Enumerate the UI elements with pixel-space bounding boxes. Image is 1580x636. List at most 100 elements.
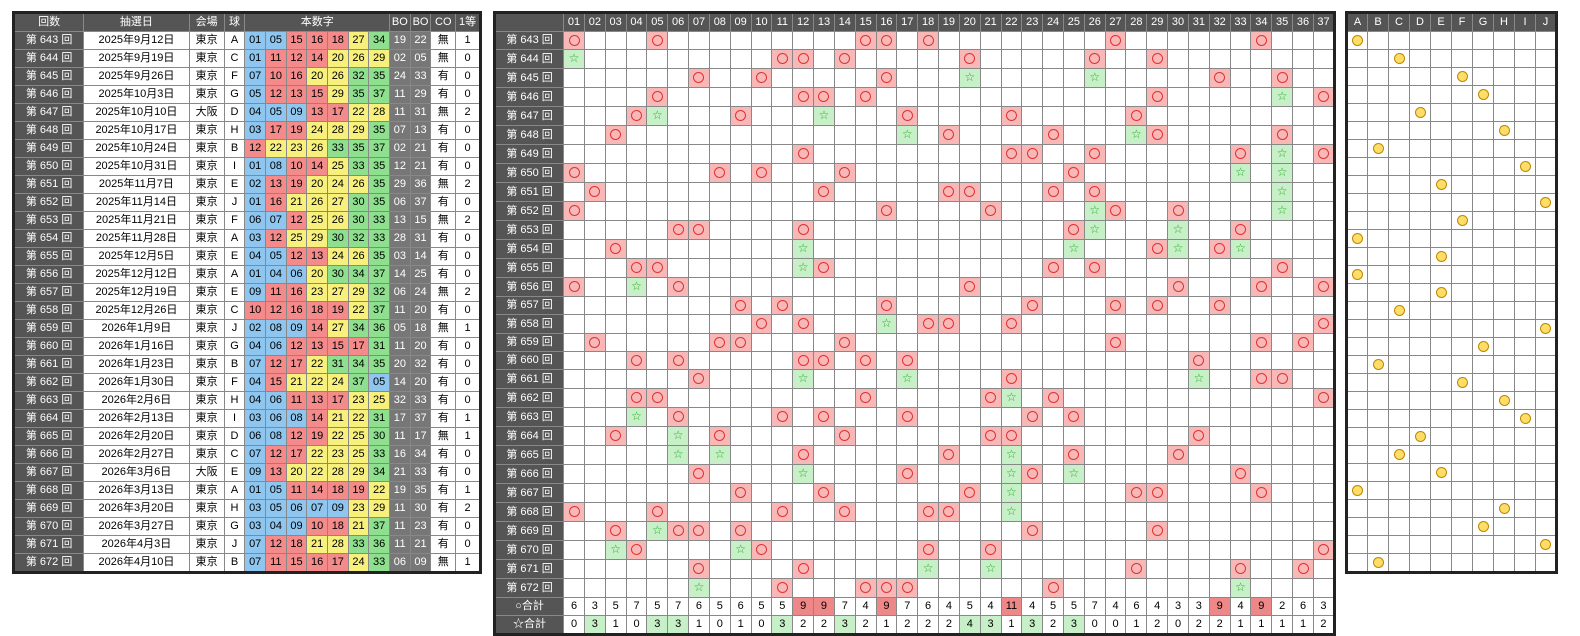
grid-cell — [563, 144, 585, 164]
grid-cell — [813, 163, 835, 183]
grid-cell — [583, 578, 606, 598]
grid-cell — [1104, 144, 1127, 164]
bonus-number-2: 20 — [409, 373, 432, 392]
grid-cell — [563, 540, 585, 560]
bonus-number-1: 19 — [389, 481, 411, 500]
circle-icon — [651, 262, 663, 274]
grid-cell — [563, 559, 585, 579]
grid-cell — [896, 277, 919, 297]
grid-cell — [771, 277, 794, 297]
ball-cell — [1388, 391, 1410, 410]
ball-cell — [1346, 211, 1368, 230]
ball-cell — [1514, 391, 1536, 410]
grid-cell — [1312, 144, 1336, 164]
grid-cell — [1250, 277, 1273, 297]
round-label: 第 647 回 — [12, 103, 85, 122]
grid-cell — [1083, 239, 1106, 259]
grid-cell — [1146, 220, 1169, 240]
circle-total: 7 — [625, 597, 648, 616]
grid-cell — [833, 144, 856, 164]
table-row: 第 648 回 2025年10月17日 東京 H 03 17 19 24 28 29 35 07 13 有… — [12, 121, 481, 140]
circle-icon — [860, 34, 872, 46]
grid-cell — [1312, 125, 1336, 145]
grid-cell — [750, 87, 773, 107]
grid-cell — [917, 68, 940, 88]
grid-cell: ☆ — [958, 68, 981, 88]
grid-cell — [979, 220, 1002, 240]
ball-marker-icon — [1372, 142, 1384, 154]
grid-cell — [771, 68, 794, 88]
ball-set: C — [223, 445, 246, 464]
grid-row: 第 671 回 ☆ ☆ — [493, 559, 1336, 579]
ball-cell — [1451, 67, 1473, 86]
grid-cell — [688, 87, 710, 107]
grid-cell — [750, 31, 773, 50]
grid-column-header: 03 — [604, 12, 627, 32]
circle-icon — [1005, 430, 1017, 442]
ball-row — [1346, 535, 1557, 554]
ball-cell — [1472, 553, 1494, 573]
ball-cell — [1472, 175, 1494, 194]
ball-cell — [1409, 553, 1431, 573]
grid-cell — [813, 540, 835, 560]
grid-cell: ☆ — [1000, 502, 1023, 522]
grid-cell — [708, 49, 731, 69]
grid-cell — [875, 125, 898, 145]
draw-date: 2026年2月20日 — [83, 427, 190, 446]
bonus-number-2: 29 — [409, 85, 432, 104]
circle-icon — [839, 53, 851, 65]
grid-cell — [917, 106, 940, 126]
grid-cell — [1250, 333, 1273, 352]
grid-cell — [1312, 407, 1336, 427]
bonus-number-1: 19 — [389, 31, 411, 50]
main-number: 22 — [306, 373, 328, 392]
grid-column-header: 06 — [667, 12, 690, 32]
grid-cell — [688, 369, 710, 389]
grid-cell — [1062, 426, 1085, 446]
grid-cell — [646, 578, 669, 598]
grid-cell — [646, 201, 669, 221]
ball-cell — [1535, 553, 1557, 573]
ball-cell — [1388, 247, 1410, 266]
grid-cell — [979, 445, 1002, 465]
grid-cell — [1062, 68, 1085, 88]
round-label: 第 667 回 — [12, 463, 85, 482]
star-total: 0 — [1104, 615, 1127, 635]
draw-date: 2025年11月28日 — [83, 229, 190, 248]
bonus-number-1: 24 — [389, 67, 411, 86]
ball-cell — [1472, 445, 1494, 464]
grid-cell — [604, 87, 627, 107]
grid-cell — [708, 182, 731, 202]
ball-cell — [1388, 535, 1410, 554]
grid-cell — [563, 333, 585, 352]
grid-cell — [604, 483, 627, 503]
ball-cell — [1514, 553, 1536, 573]
grid-cell — [958, 220, 981, 240]
main-number: 26 — [306, 139, 328, 158]
table-row: 第 657 回 2025年12月19日 東京 E 09 11 16 23 27 29 32 06 24 無… — [12, 283, 481, 302]
main-number: 01 — [244, 481, 267, 500]
grid-cell — [1208, 540, 1231, 560]
grid-cell — [1312, 49, 1336, 69]
grid-cell — [1208, 369, 1231, 389]
venue: 東京 — [188, 391, 225, 410]
grid-cell — [625, 258, 648, 278]
ball-cell — [1514, 103, 1536, 122]
star-total: 2 — [854, 615, 877, 635]
grid-cell — [1312, 68, 1336, 88]
grid-cell: ☆ — [1271, 87, 1294, 107]
grid-cell — [729, 464, 752, 484]
grid-cell — [1083, 296, 1106, 315]
draw-date: 2026年3月20日 — [83, 499, 190, 518]
grid-column-header: 20 — [958, 12, 981, 32]
grid-cell — [1000, 201, 1023, 221]
star-total: 3 — [667, 615, 690, 635]
grid-cell — [1104, 559, 1127, 579]
grid-cell — [938, 106, 960, 126]
grid-cell — [563, 407, 585, 427]
main-number: 07 — [244, 553, 267, 573]
circle-icon — [901, 110, 913, 122]
grid-cell — [917, 258, 940, 278]
table-row: 第 661 回 2026年1月23日 東京 B 07 12 17 22 31 34 35 20 32 有 0 — [12, 355, 481, 374]
grid-cell — [854, 106, 877, 126]
